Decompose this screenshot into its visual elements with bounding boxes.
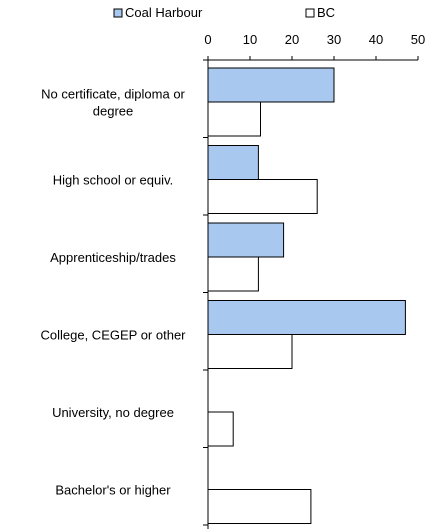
bar-bc-2 bbox=[207, 256, 259, 292]
x-tick-label-2: 20 bbox=[285, 32, 299, 47]
bar-coal-harbour-2 bbox=[207, 222, 285, 258]
category-label-5: Bachelor's or higher bbox=[55, 483, 171, 498]
bar-coal-harbour-3 bbox=[207, 300, 406, 335]
bar-bc-1 bbox=[207, 179, 318, 214]
bar-coal-harbour-0 bbox=[207, 67, 335, 103]
bar-bc-3 bbox=[207, 334, 293, 369]
category-label-3: College, CEGEP or other bbox=[41, 328, 187, 343]
legend-label-1: BC bbox=[317, 5, 335, 20]
legend-swatch-0 bbox=[113, 8, 123, 18]
bars bbox=[207, 67, 406, 524]
x-tick-label-5: 50 bbox=[411, 32, 425, 47]
category-label-4: University, no degree bbox=[52, 405, 174, 420]
category-label-1: High school or equiv. bbox=[53, 173, 173, 188]
category-label-0-line-1: degree bbox=[93, 104, 133, 119]
bar-coal-harbour-1 bbox=[207, 145, 259, 180]
x-tick-label-4: 40 bbox=[369, 32, 383, 47]
x-axis: 0 10 20 30 40 50 bbox=[204, 32, 425, 61]
legend-label-0: Coal Harbour bbox=[125, 5, 203, 20]
bar-bc-0 bbox=[207, 101, 261, 137]
legend: Coal Harbour BC bbox=[113, 5, 335, 20]
x-tick-label-1: 10 bbox=[243, 32, 257, 47]
category-label-2: Apprenticeship/trades bbox=[50, 250, 176, 265]
x-tick-label-0: 0 bbox=[204, 32, 211, 47]
x-tick-label-3: 30 bbox=[327, 32, 341, 47]
legend-swatch-1 bbox=[305, 8, 315, 18]
bar-bc-5 bbox=[207, 489, 312, 524]
category-label-0-line-0: No certificate, diploma or bbox=[41, 87, 185, 102]
bar-bc-4 bbox=[207, 411, 234, 447]
y-axis: No certificate, diploma or degree High sch… bbox=[41, 59, 209, 529]
